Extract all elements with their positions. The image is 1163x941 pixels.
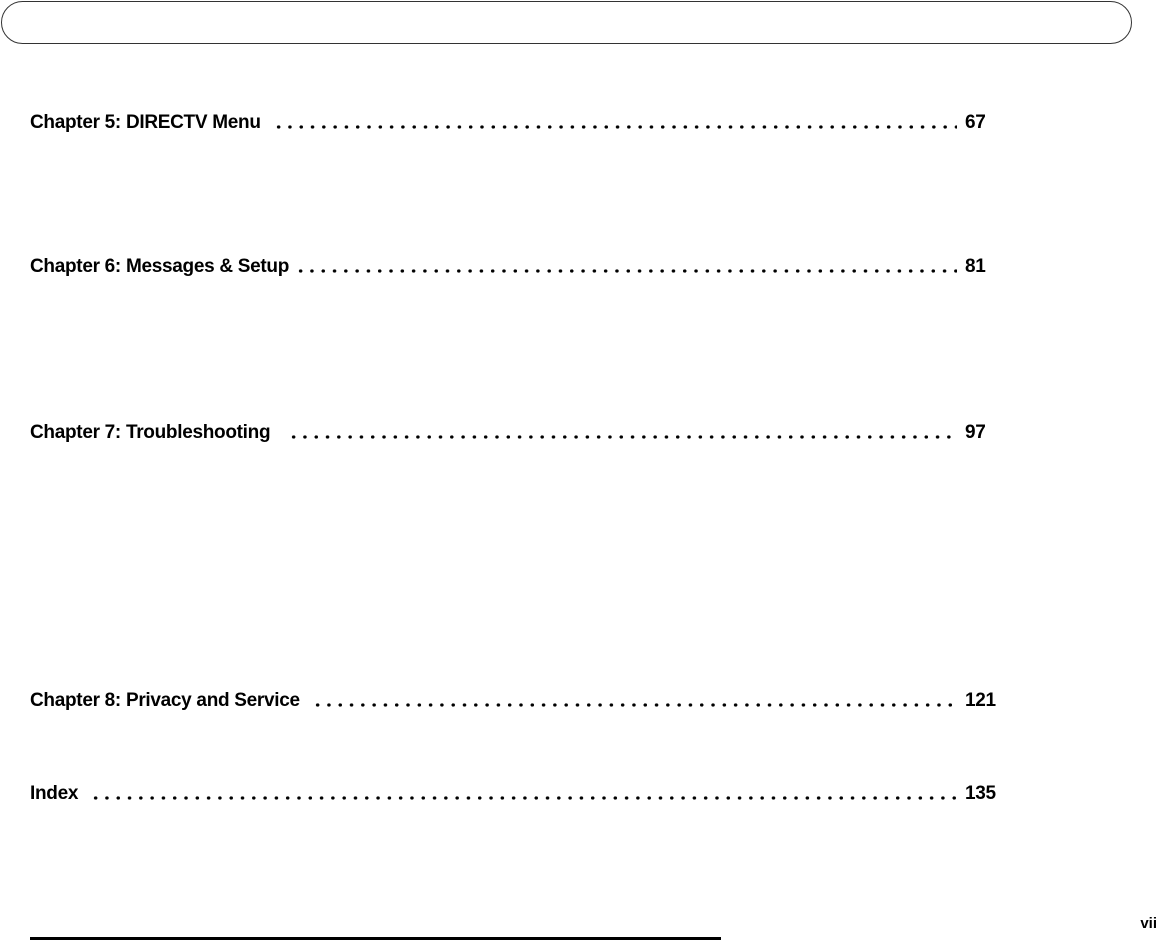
page-number: vii: [1140, 915, 1157, 932]
toc-entry-chapter-5[interactable]: Chapter 5: DIRECTV Menu 67: [30, 110, 1005, 134]
dot-leader: [272, 124, 957, 130]
footer-rule: [30, 937, 721, 940]
header-rounded-box: [1, 1, 1132, 44]
toc-page-number: 97: [965, 422, 986, 443]
toc-title: Chapter 7: Troubleshooting: [30, 422, 271, 443]
toc-entry-chapter-8[interactable]: Chapter 8: Privacy and Service 121: [30, 688, 1005, 712]
toc-title: Chapter 6: Messages & Setup: [30, 256, 290, 277]
toc-title: Chapter 8: Privacy and Service: [30, 690, 300, 711]
toc-entry-index[interactable]: Index 135: [30, 781, 1005, 805]
toc-page-number: 81: [965, 256, 986, 277]
toc-title: Index: [30, 783, 79, 804]
dot-leader: [295, 268, 957, 274]
dot-leader: [311, 702, 957, 708]
dot-leader: [90, 795, 957, 801]
toc-entry-chapter-6[interactable]: Chapter 6: Messages & Setup 81: [30, 254, 1005, 278]
toc-title: Chapter 5: DIRECTV Menu: [30, 112, 261, 133]
dot-leader: [288, 434, 957, 440]
toc-page-number: 67: [965, 112, 986, 133]
toc-page-number: 135: [965, 783, 996, 804]
toc-page-number: 121: [965, 690, 996, 711]
toc-entry-chapter-7[interactable]: Chapter 7: Troubleshooting 97: [30, 420, 1005, 444]
